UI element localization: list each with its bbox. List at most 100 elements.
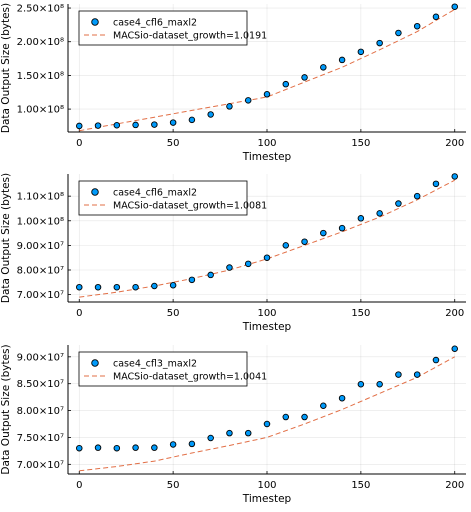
data-point xyxy=(263,420,271,428)
x-tick-label: 150 xyxy=(351,480,370,491)
data-point xyxy=(207,434,214,442)
data-point xyxy=(169,119,177,126)
data-point xyxy=(282,80,290,88)
data-point xyxy=(395,371,402,378)
legend-label: case4_cfl3_maxl2 xyxy=(113,359,197,370)
data-point xyxy=(320,64,327,71)
legend-marker xyxy=(91,18,99,26)
data-point xyxy=(76,122,83,130)
data-point xyxy=(338,56,346,64)
data-point xyxy=(188,440,196,448)
data-point xyxy=(207,271,214,279)
data-point xyxy=(376,210,383,217)
data-point xyxy=(94,283,102,291)
y-tick-label: 7.50×10⁷ xyxy=(17,433,64,444)
data-point xyxy=(357,48,365,56)
legend-label: MACSio-dataset_growth=1.0081 xyxy=(113,201,267,212)
data-point xyxy=(282,413,290,421)
data-point xyxy=(413,22,421,30)
data-point xyxy=(320,402,327,409)
chart-panel-3: 0 50 100 150 200 7.00×10⁷ 7.50×10⁷ 8.00×10⁷ 8.50… xyxy=(0,344,466,505)
data-point xyxy=(132,283,139,291)
legend-label: MACSio-dataset_growth=1.0191 xyxy=(113,31,267,42)
data-point xyxy=(413,371,421,378)
data-point xyxy=(169,282,177,289)
legend-label: MACSio-dataset_growth=1.0041 xyxy=(113,372,267,383)
x-axis-label: Timestep xyxy=(242,321,292,333)
x-tick-label: 100 xyxy=(257,138,276,149)
data-point xyxy=(244,260,252,268)
data-point xyxy=(432,180,440,188)
data-point xyxy=(113,283,121,291)
data-point xyxy=(338,224,346,232)
data-point xyxy=(94,122,102,129)
data-point xyxy=(432,356,440,364)
data-point xyxy=(395,200,402,207)
data-point xyxy=(94,444,102,451)
y-tick-label: 8.00×10⁷ xyxy=(17,266,64,277)
data-point xyxy=(263,254,271,261)
data-point xyxy=(226,264,233,271)
legend-box xyxy=(78,10,248,46)
data-point xyxy=(451,3,458,10)
x-axis-label: Timestep xyxy=(242,151,292,163)
data-point xyxy=(76,444,83,452)
data-point xyxy=(395,29,402,37)
data-point xyxy=(282,242,290,249)
data-point xyxy=(451,173,458,180)
y-axis-label: Data Output Size (bytes) xyxy=(0,3,12,133)
data-point xyxy=(132,444,139,451)
legend-box xyxy=(78,180,248,216)
x-tick-label: 200 xyxy=(445,138,464,149)
data-point xyxy=(263,91,271,98)
x-tick-label: 200 xyxy=(445,308,464,319)
data-point xyxy=(301,238,308,245)
y-tick-label: 7.00×10⁷ xyxy=(17,460,64,471)
data-point xyxy=(357,215,365,222)
data-point xyxy=(244,97,252,104)
data-point xyxy=(301,413,308,421)
data-point xyxy=(376,39,383,47)
x-tick-label: 150 xyxy=(351,308,370,319)
x-tick-label: 150 xyxy=(351,138,370,149)
x-tick-label: 50 xyxy=(167,308,180,319)
data-point xyxy=(151,282,158,290)
data-point xyxy=(113,122,121,129)
data-point xyxy=(226,103,233,110)
y-tick-label: 8.50×10⁷ xyxy=(17,379,64,390)
x-tick-label: 50 xyxy=(167,480,180,491)
y-tick-label: 2.00×10⁸ xyxy=(17,37,64,48)
data-point xyxy=(132,121,139,129)
data-point xyxy=(451,345,458,353)
y-tick-label: 2.50×10⁸ xyxy=(17,4,64,15)
legend: case4_cfl3_maxl2 MACSio-dataset_growth=1.… xyxy=(78,351,267,387)
legend-label: case4_cfl6_maxl2 xyxy=(113,18,197,29)
data-point xyxy=(413,192,421,200)
y-tick-label: 1.00×10⁸ xyxy=(17,216,64,227)
legend: case4_cfl6_maxl2 MACSio-dataset_growth=1.… xyxy=(78,10,267,46)
x-tick-label: 0 xyxy=(76,138,82,149)
data-point xyxy=(207,111,214,118)
y-tick-label: 7.00×10⁷ xyxy=(17,290,64,301)
data-point xyxy=(113,444,121,452)
legend-box xyxy=(78,351,248,387)
data-point xyxy=(151,444,158,451)
chart-panel-1: 0 50 100 150 200 1.00×10⁸ 1.50×10⁸ 2.00×10⁸ 2.50… xyxy=(0,3,466,163)
x-tick-label: 50 xyxy=(167,138,180,149)
x-tick-label: 100 xyxy=(257,480,276,491)
x-tick-label: 0 xyxy=(76,308,82,319)
legend-marker xyxy=(91,188,99,196)
data-point xyxy=(151,121,158,128)
x-tick-label: 200 xyxy=(445,480,464,491)
y-tick-label: 9.00×10⁷ xyxy=(17,352,64,363)
y-tick-label: 1.00×10⁸ xyxy=(17,105,64,116)
data-point xyxy=(169,441,177,448)
x-tick-label: 100 xyxy=(257,308,276,319)
data-point xyxy=(76,283,83,291)
legend-label: case4_cfl6_maxl2 xyxy=(113,188,197,199)
data-point xyxy=(244,429,252,437)
data-point xyxy=(320,229,327,237)
data-point xyxy=(188,276,196,284)
y-axis-label: Data Output Size (bytes) xyxy=(0,173,12,303)
